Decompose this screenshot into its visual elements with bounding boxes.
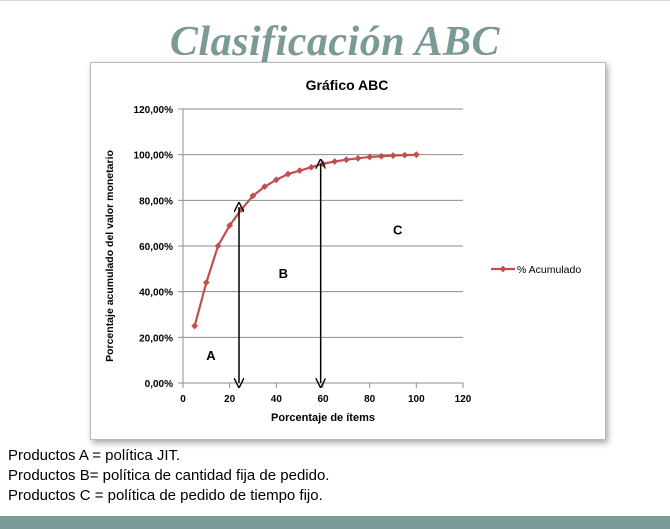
x-tick-label: 0: [180, 394, 186, 405]
data-point: [377, 152, 385, 160]
x-tick-label: 60: [317, 394, 329, 405]
note-products-b: Productos B= política de cantidad fija d…: [8, 467, 330, 484]
series-line: [193, 153, 417, 327]
x-tick-label: 40: [271, 394, 283, 405]
data-point: [354, 154, 362, 162]
data-point: [202, 279, 210, 286]
y-axis-label: Porcentaje acumulado del valor monetario: [104, 150, 116, 362]
data-point: [389, 152, 397, 159]
x-tick-label: 100: [408, 394, 425, 405]
note-products-a: Productos A = política JIT.: [8, 447, 181, 464]
note-products-c: Productos C = política de pedido de tiem…: [8, 487, 323, 504]
data-point: [272, 176, 280, 184]
y-tick-label: 0,00%: [145, 379, 173, 390]
x-axis-label: Porcentaje de ítems: [271, 412, 375, 424]
y-tick-label: 100,00%: [134, 151, 174, 162]
y-tick-label: 40,00%: [139, 288, 173, 299]
slide-title: Clasificación ABC: [169, 19, 501, 65]
data-point: [191, 322, 199, 330]
x-tick-label: 120: [455, 394, 472, 405]
x-tick-label: 80: [364, 394, 376, 405]
x-tick-label: 20: [224, 394, 236, 405]
data-point: [307, 163, 315, 171]
y-tick-label: 120,00%: [134, 105, 174, 116]
y-tick-label: 60,00%: [139, 242, 173, 253]
data-point: [366, 153, 374, 161]
data-point: [226, 222, 234, 229]
data-point: [261, 183, 269, 191]
y-tick-label: 20,00%: [139, 333, 173, 344]
y-tick-label: 80,00%: [139, 196, 173, 207]
chart-frame: Gráfico ABC 0,00% 20,00% 40,00% 60,00% 80,00%…: [90, 62, 606, 440]
data-point: [214, 242, 222, 250]
data-point: [249, 192, 257, 200]
chart-title: Gráfico ABC: [306, 77, 389, 93]
data-point: [342, 156, 350, 164]
region-label: B: [279, 266, 288, 281]
abc-chart: Gráfico ABC 0,00% 20,00% 40,00% 60,00% 80,00%…: [104, 77, 581, 424]
data-point: [412, 151, 420, 159]
region-label: A: [206, 348, 216, 363]
top-border-line: [0, 0, 670, 1]
data-point: [296, 167, 304, 175]
notes: Productos A = política JIT. Productos B=…: [8, 446, 329, 506]
bottom-band: [0, 516, 670, 529]
data-point: [401, 151, 409, 159]
legend-marker: [499, 265, 507, 273]
region-label: C: [393, 223, 403, 238]
legend-label: % Acumulado: [517, 264, 581, 276]
data-point: [331, 158, 339, 165]
